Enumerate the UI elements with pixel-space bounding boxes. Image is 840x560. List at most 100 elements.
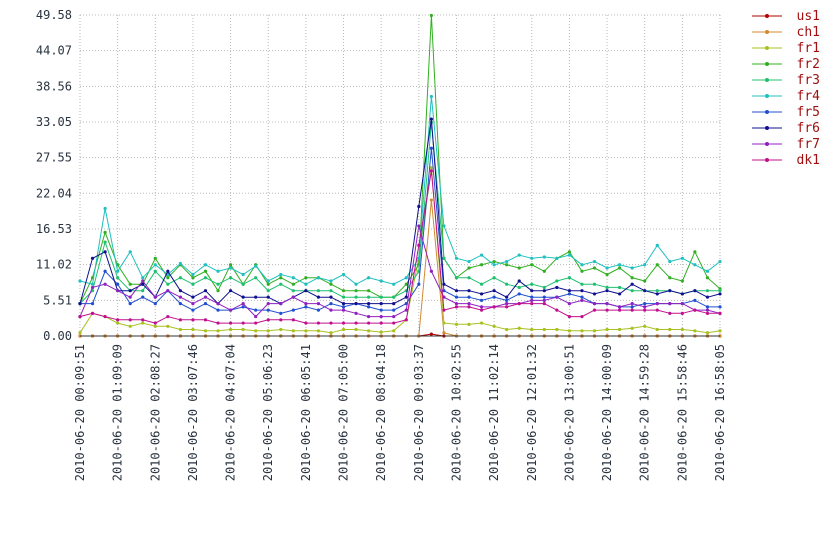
data-point [429, 146, 433, 150]
x-tick-label: 2010-06-20 00:09:51 [73, 344, 87, 481]
data-point [141, 295, 145, 299]
data-point [655, 263, 659, 267]
data-point [341, 272, 346, 277]
data-point [178, 318, 182, 322]
data-point [329, 308, 333, 312]
data-point [705, 289, 710, 293]
data-point [705, 331, 710, 335]
data-point [329, 282, 333, 286]
legend-label: ch1 [797, 25, 820, 40]
data-point [153, 256, 157, 260]
data-point [630, 289, 634, 293]
data-point [555, 327, 559, 332]
data-point [643, 305, 647, 309]
data-point [354, 282, 358, 286]
data-point [266, 318, 270, 322]
data-point [417, 204, 421, 209]
legend-label: fr6 [797, 121, 820, 136]
data-point [266, 295, 270, 299]
data-point [542, 302, 546, 306]
data-point [266, 282, 270, 286]
data-point [404, 276, 408, 280]
data-point [78, 279, 82, 283]
data-point [492, 324, 496, 328]
data-point [705, 276, 710, 280]
data-point [705, 308, 710, 312]
data-point [429, 269, 433, 273]
data-point [153, 263, 157, 267]
y-tick-label: 16.53 [36, 222, 72, 236]
data-point [479, 292, 484, 296]
data-point [580, 282, 584, 286]
data-point [116, 282, 120, 286]
data-point [580, 298, 584, 302]
data-point [454, 276, 459, 280]
data-point [254, 295, 258, 299]
data-point [367, 295, 371, 299]
data-point [592, 308, 597, 312]
data-point [116, 321, 120, 325]
data-point [392, 295, 396, 299]
data-point [429, 166, 433, 170]
data-point [266, 329, 270, 333]
data-point [291, 318, 295, 322]
x-tick-label: 2010-06-20 10:02:55 [449, 344, 463, 481]
series-line [79, 225, 721, 318]
data-point [254, 329, 258, 333]
data-point [329, 289, 333, 293]
data-point [254, 264, 258, 268]
data-point [178, 295, 182, 299]
data-point [655, 289, 659, 293]
data-point [442, 256, 446, 260]
data-point [90, 285, 95, 290]
data-point [128, 282, 132, 286]
data-point [341, 327, 346, 332]
data-point [228, 266, 233, 270]
data-point [567, 292, 572, 296]
x-tick-label: 2010-06-20 15:58:46 [675, 344, 689, 481]
data-point [542, 289, 546, 293]
data-point [605, 289, 609, 293]
data-point [705, 311, 710, 315]
data-point [693, 308, 697, 312]
data-point [467, 276, 471, 280]
data-point [530, 298, 534, 302]
data-point [78, 314, 82, 319]
x-tick-label: 2010-06-20 01:09:09 [111, 344, 125, 481]
data-point [618, 327, 622, 332]
data-point [467, 295, 471, 299]
data-point [630, 326, 634, 330]
data-point [592, 329, 597, 333]
data-point [191, 327, 195, 332]
data-point [341, 308, 346, 312]
x-tick-label: 2010-06-20 11:02:14 [487, 344, 501, 481]
x-tick-label: 2010-06-20 09:03:37 [412, 344, 426, 481]
series-line [79, 122, 720, 304]
data-point [605, 266, 609, 270]
data-point [141, 318, 145, 322]
data-point [467, 266, 471, 270]
data-point [354, 302, 358, 306]
y-tick-label: 5.51 [43, 293, 72, 307]
data-point [618, 266, 622, 270]
x-tick-label: 2010-06-20 07:05:00 [337, 344, 351, 481]
data-point [103, 240, 107, 244]
data-point [542, 255, 546, 259]
data-point [530, 263, 534, 267]
data-point [542, 298, 546, 302]
data-point [216, 321, 220, 325]
data-point [103, 269, 107, 273]
data-point [291, 289, 295, 293]
data-point [467, 289, 471, 293]
data-point [116, 289, 120, 293]
data-point [505, 295, 509, 299]
data-point [618, 292, 622, 296]
data-point [567, 289, 572, 293]
data-point [454, 289, 459, 293]
data-point [618, 263, 622, 267]
data-point [367, 329, 371, 333]
data-point [153, 321, 157, 325]
data-point [254, 321, 258, 325]
data-point [668, 289, 672, 293]
data-point [718, 311, 722, 315]
